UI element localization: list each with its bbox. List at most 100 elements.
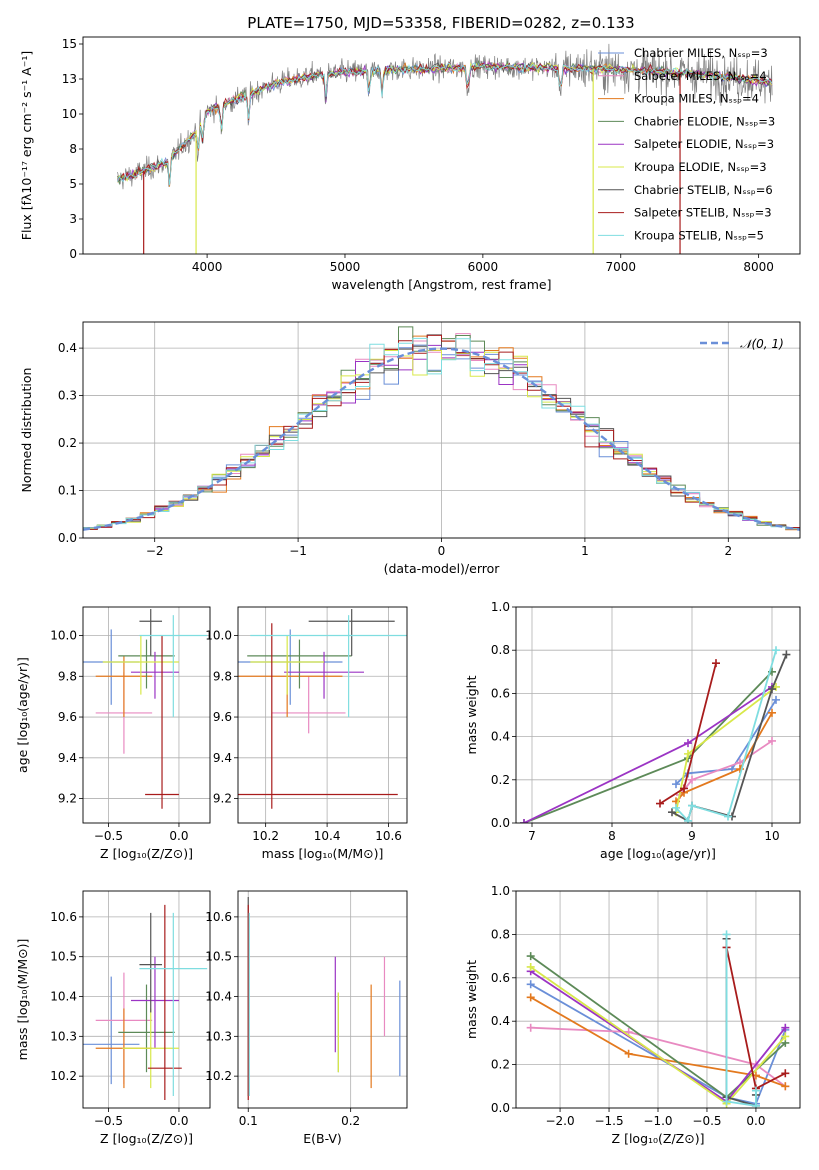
weight-point [668,808,676,817]
weight-point [781,1082,790,1091]
y-tick-label: 0.4 [491,730,510,744]
weight-line [675,649,777,823]
weight-point [712,659,720,668]
y-tick-label: 9.2 [213,792,232,806]
weight-point [768,685,776,694]
errorbar-point [130,956,179,1049]
y-tick-label: 10.2 [50,1069,77,1083]
legend-label: 𝒩(0, 1) [740,337,784,351]
panel-mass-vs-z: −0.5 0.0 10.2 10.3 10.4 10.5 10.6 Z [log₁₀(Z/Z⊙… [15,890,211,1146]
errorbar-point [284,651,364,699]
errorbar-point [139,912,163,1013]
x-tick-label: 6000 [468,260,499,274]
y-tick-label: 0.6 [491,686,510,700]
y-tick-label: 13 [62,72,77,86]
errorbar-point [139,912,208,1097]
x-tick-label: −1 [289,544,307,558]
axes-frame [237,890,408,1109]
weight-point [724,812,732,821]
weight-point [781,1023,790,1032]
x-tick-label: 10.2 [252,829,279,843]
y-axis-label: mass weight [464,960,479,1039]
y-tick-label: 15 [62,37,77,51]
y-axis-label: mass weight [464,675,479,754]
weight-line [725,934,757,1107]
weight-point [772,695,780,704]
panel-age-vs-z: −0.5 0.0 9.2 9.4 9.6 9.8 10.0 Z [log₁₀(Z/Z⊙)] ag… [15,606,211,861]
grid [83,607,210,823]
x-tick-label: 0.1 [239,1114,258,1128]
x-tick-label: 2 [724,544,732,558]
legend-label: Kroupa MILES, Nₛₛₚ=4 [634,92,759,106]
x-tick-label: 0.2 [341,1114,360,1128]
plot-area [238,609,407,809]
weight-point [680,784,688,793]
errorbar-point [83,976,140,1085]
panel-age-vs-mass: 10.2 10.4 10.6 9.2 9.4 9.6 9.8 10.0 mass [log₁₀(… [205,606,408,861]
x-tick-label: 5000 [330,260,361,274]
weight-point [781,1032,790,1041]
legend-label: Chabrier ELODIE, Nₛₛₚ=3 [634,114,775,128]
y-tick-label: 9.6 [58,710,77,724]
x-tick-label: 10 [764,829,779,843]
spectrum-data-line [117,43,773,190]
y-axis-label: mass [log₁₀(M/M⊙)] [15,939,30,1061]
weight-point [688,801,696,810]
weight-point [684,749,692,758]
panel-spectrum: 4000 5000 6000 7000 8000 0 3 5 8 10 13 15 wavelength… [19,36,801,292]
y-tick-label: 0.2 [491,1058,510,1072]
x-tick-label: 7000 [605,260,636,274]
errorbar-point [147,904,182,1101]
weight-line [530,983,787,1105]
y-tick-label: 10.6 [50,910,77,924]
plot-area [83,326,800,531]
errorbar-point [102,635,179,695]
x-tick-label: 8 [608,829,616,843]
x-tick-label: 10.4 [314,829,341,843]
y-tick-label: 0.0 [58,531,77,545]
y-tick-label: 9.2 [58,792,77,806]
errorbar-point [308,609,395,656]
normal-curve [83,347,800,531]
legend-label: Kroupa ELODIE, Nₛₛₚ=3 [634,160,767,174]
y-tick-label: 0.8 [491,643,510,657]
spectrum-model-line [117,62,773,186]
weight-point [772,646,780,655]
y-tick-label: 10.5 [205,950,232,964]
errorbar-point [145,635,179,809]
y-tick-label: 10.3 [50,1029,77,1043]
weight-point [768,708,776,717]
y-tick-label: 0.2 [491,773,510,787]
y-tick-label: 0.0 [491,1101,510,1115]
panel-mass-vs-ebv: 0.1 0.2 10.2 10.3 10.4 10.5 10.6 E(B-V) [205,890,408,1146]
y-tick-label: 10.5 [50,950,77,964]
y-tick-label: 0 [69,247,77,261]
weight-point [526,962,535,971]
x-tick-label: −0.5 [692,1114,721,1128]
y-tick-label: 9.8 [213,669,232,683]
errorbar-point [139,615,208,718]
x-axis-label: Z [log₁₀(Z/Z⊙)] [100,1131,193,1146]
x-tick-label: −1.5 [594,1114,623,1128]
panel-residuals: −2 −1 0 1 2 0.0 0.1 0.2 0.3 0.4 (data-model)/error… [19,321,801,576]
x-tick-label: 7 [528,829,536,843]
y-tick-label: 0.8 [491,927,510,941]
errorbar-point [238,623,398,809]
y-tick-label: 1.0 [491,884,510,898]
y-tick-label: 0.4 [58,341,77,355]
x-axis-label: Z [log₁₀(Z/Z⊙)] [612,1131,705,1146]
x-tick-label: −0.5 [94,1114,123,1128]
axes-frame [515,890,801,1109]
errorbar-point [250,635,325,695]
grid [238,891,407,1108]
weight-point [526,952,535,961]
weight-line [679,740,773,796]
errorbar-point [118,984,175,1073]
x-axis-label: mass [log₁₀(M/M⊙)] [262,846,384,861]
x-tick-label: 0.0 [746,1114,765,1128]
y-tick-label: 0.0 [491,816,510,830]
errorbar-point [250,615,407,718]
x-tick-label: 0 [438,544,446,558]
weight-point [672,780,680,789]
axes-frame [82,890,211,1109]
